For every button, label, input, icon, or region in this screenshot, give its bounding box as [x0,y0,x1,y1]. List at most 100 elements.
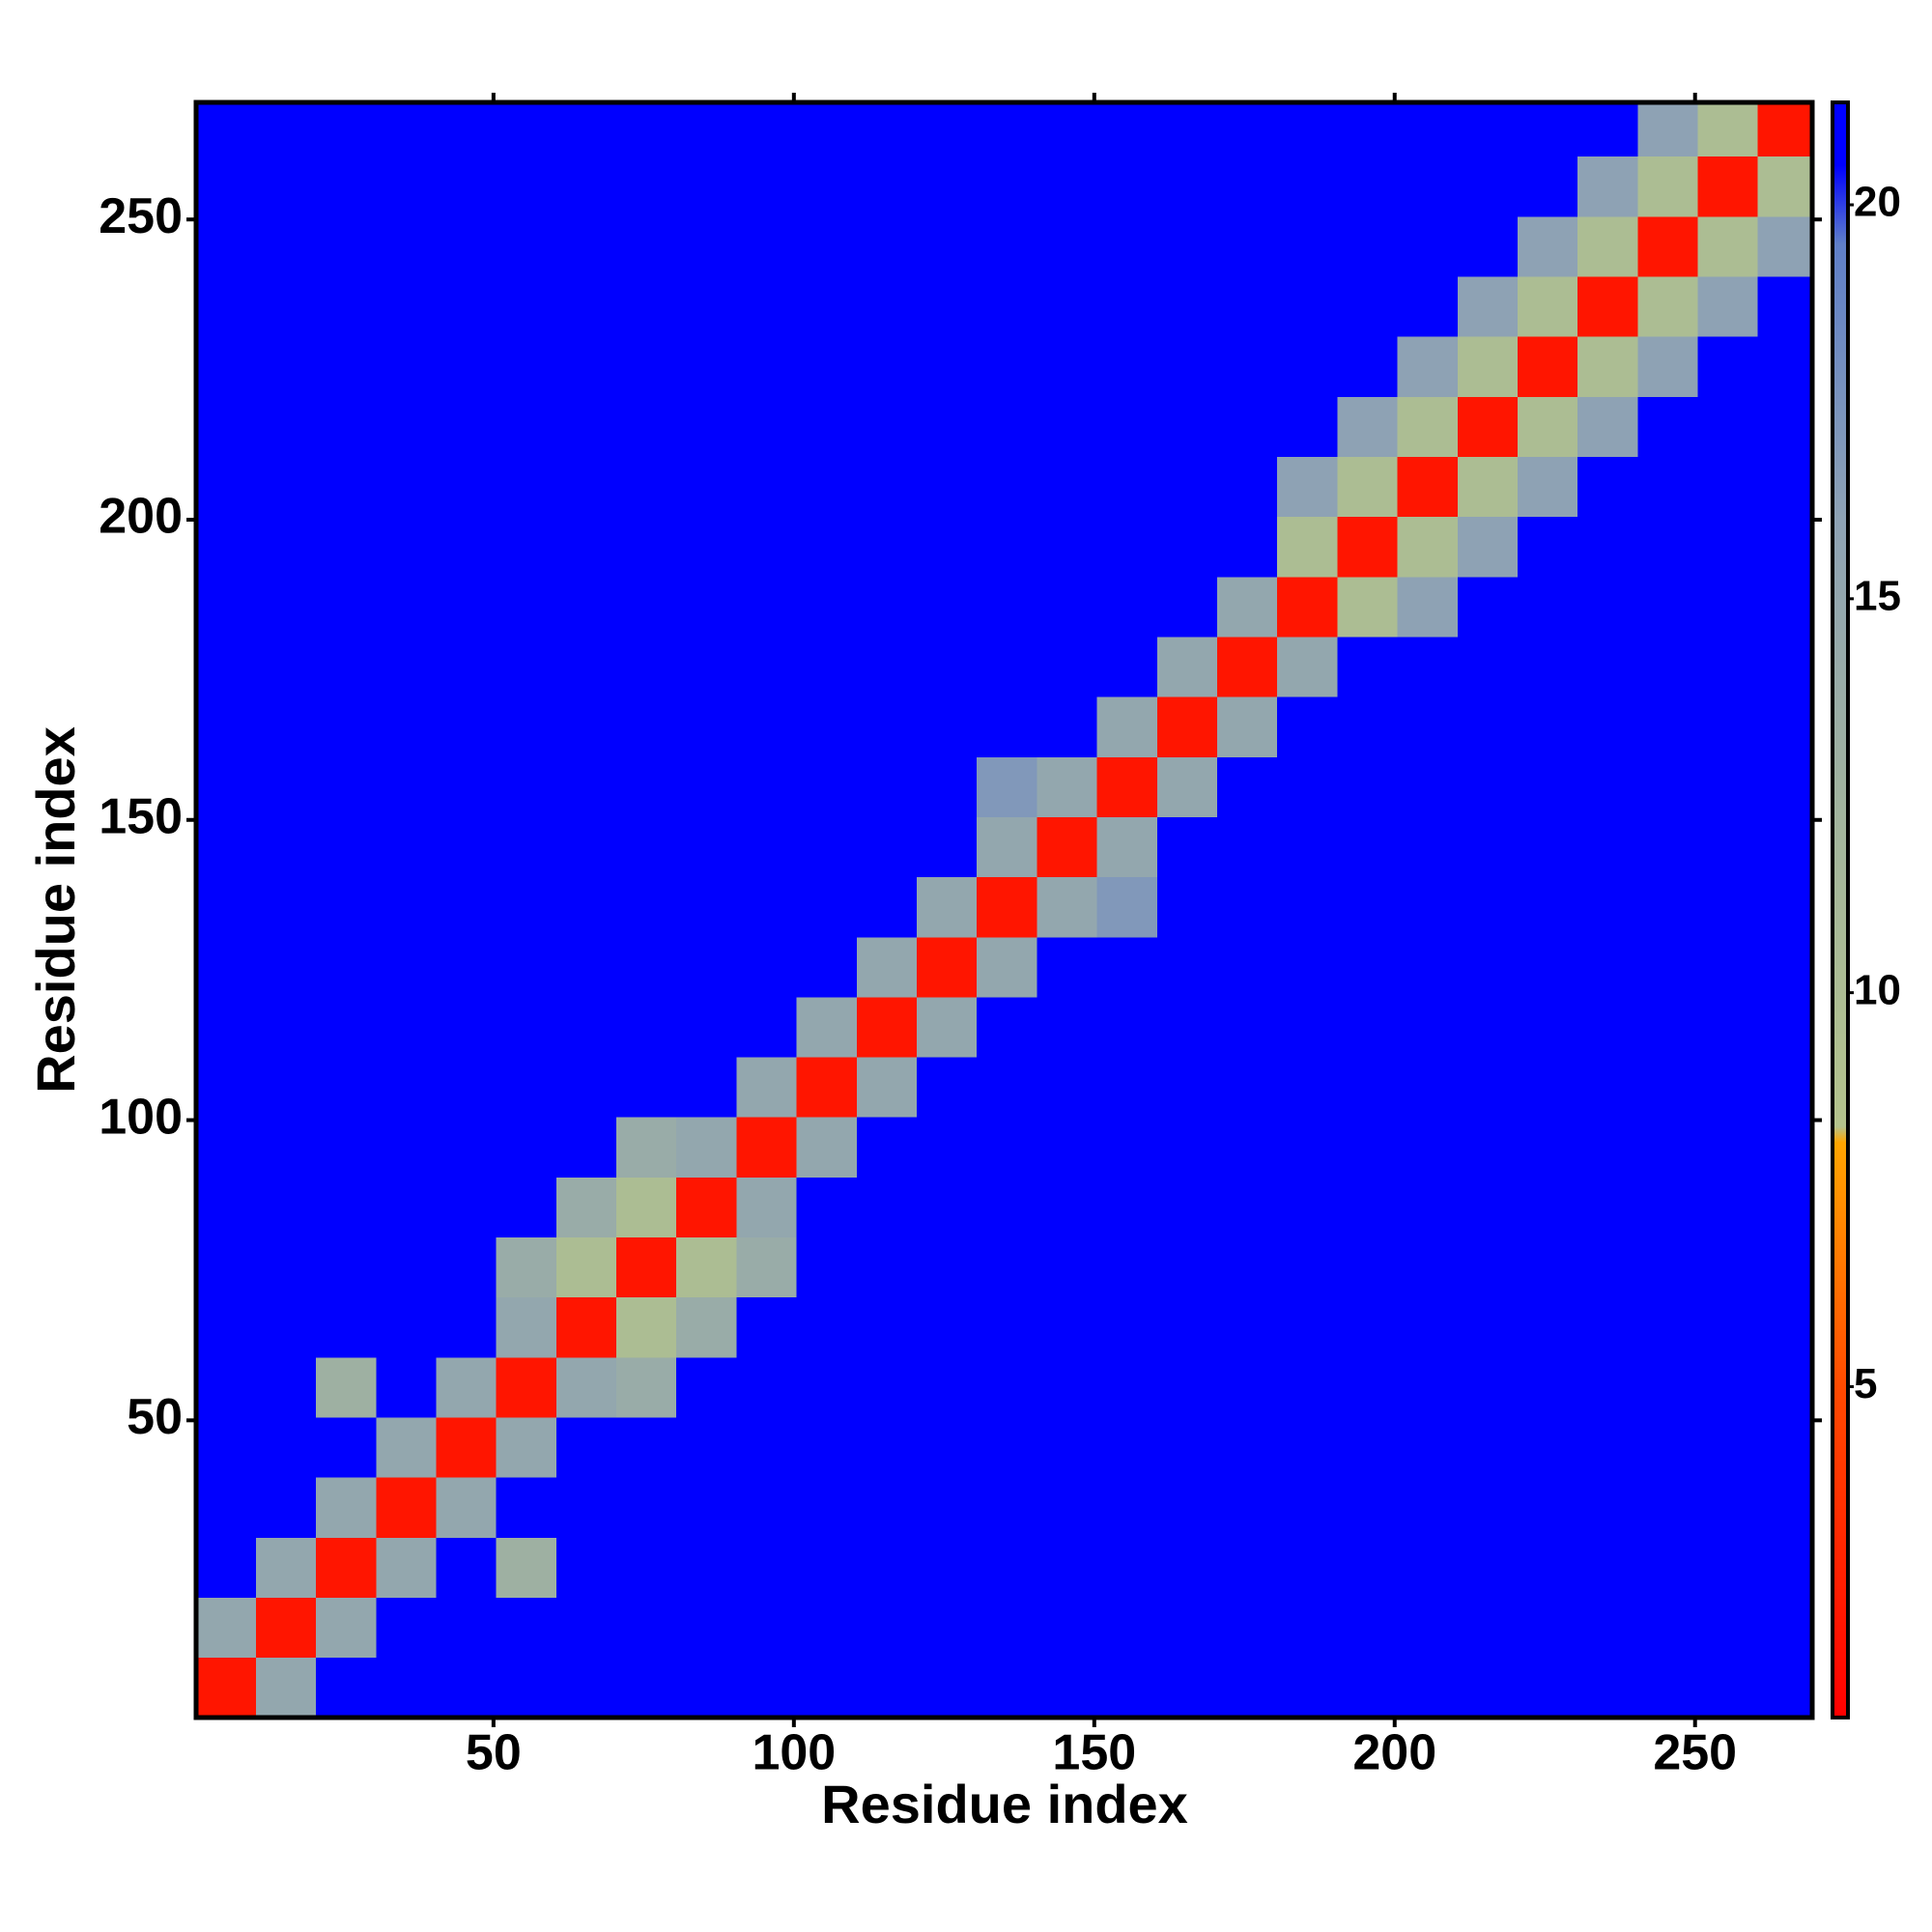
cell [496,101,557,157]
cell [555,156,617,217]
cell [555,996,617,1058]
cell [1216,1657,1278,1719]
cell [917,336,978,397]
cell [616,516,677,578]
cell [1517,336,1578,397]
cell [736,1177,798,1238]
cell [1457,1657,1519,1719]
cell [195,996,257,1058]
cell [1216,936,1278,998]
cell [496,876,557,938]
cell [436,996,497,1058]
cell [1457,275,1519,337]
cell [1037,876,1098,938]
cell [676,396,738,458]
cell [1637,396,1699,458]
cell [1156,275,1218,337]
cell [436,336,497,397]
cell [496,816,557,878]
cell [736,1056,798,1118]
cell [496,1416,557,1478]
cell [1697,996,1759,1058]
cell [1577,101,1638,157]
cell [555,1477,617,1538]
cell [1156,1597,1218,1659]
cell [1037,936,1098,998]
cell [1697,1416,1759,1478]
cell [736,1296,798,1358]
cell [316,456,377,518]
cell [917,756,978,817]
cell [1037,1657,1098,1719]
cell [1337,456,1399,518]
cell [1096,1117,1158,1178]
cell [917,1356,978,1418]
cell [616,1056,677,1118]
cell [1757,996,1813,1058]
cell [1457,396,1519,458]
cell [796,1597,858,1659]
cell [1397,1477,1459,1538]
cell [1277,876,1338,938]
cell [856,696,918,757]
cell [736,1657,798,1719]
cell [1216,275,1278,337]
cell [1216,215,1278,277]
cell [555,576,617,638]
cell [1457,1117,1519,1178]
cell [676,215,738,277]
cell [1577,1296,1638,1358]
cell [796,1657,858,1719]
cell [1577,1477,1638,1538]
cell [1397,1356,1459,1418]
cell [255,101,317,157]
cell [736,1537,798,1598]
cell [436,1597,497,1659]
cell [316,1356,377,1418]
cell [1397,336,1459,397]
cell [1697,1296,1759,1358]
cell [616,756,677,817]
cell [736,516,798,578]
cell [1697,1537,1759,1598]
cell [195,696,257,757]
cell [917,1416,978,1478]
cell [1637,101,1699,157]
cell [1577,876,1638,938]
cell [977,456,1038,518]
cell [1337,1177,1399,1238]
cell [977,876,1038,938]
cell [195,336,257,397]
cell [796,876,858,938]
cell [1757,1356,1813,1418]
cell [796,1056,858,1118]
colorbar-tick-label: 20 [1854,179,1901,226]
cell [1156,456,1218,518]
cell [1757,1416,1813,1478]
cell [1517,876,1578,938]
cell [1277,1356,1338,1418]
cell [616,876,677,938]
cell [1517,1416,1578,1478]
cell [1216,101,1278,157]
cell [1277,1056,1338,1118]
cell [676,756,738,817]
cell [616,1597,677,1659]
cell [1457,1356,1519,1418]
cell [676,936,738,998]
cell [436,1356,497,1418]
cell [376,1416,438,1478]
cell [1577,516,1638,578]
cell [555,275,617,337]
cell [195,1056,257,1118]
cell [1517,156,1578,217]
cell [1397,156,1459,217]
cell [1156,756,1218,817]
cell [376,336,438,397]
cell [436,1236,497,1298]
cell [1096,101,1158,157]
y-tick-label: 50 [127,1389,183,1445]
cell [1037,1236,1098,1298]
cell [1156,636,1218,697]
cell [1096,576,1158,638]
